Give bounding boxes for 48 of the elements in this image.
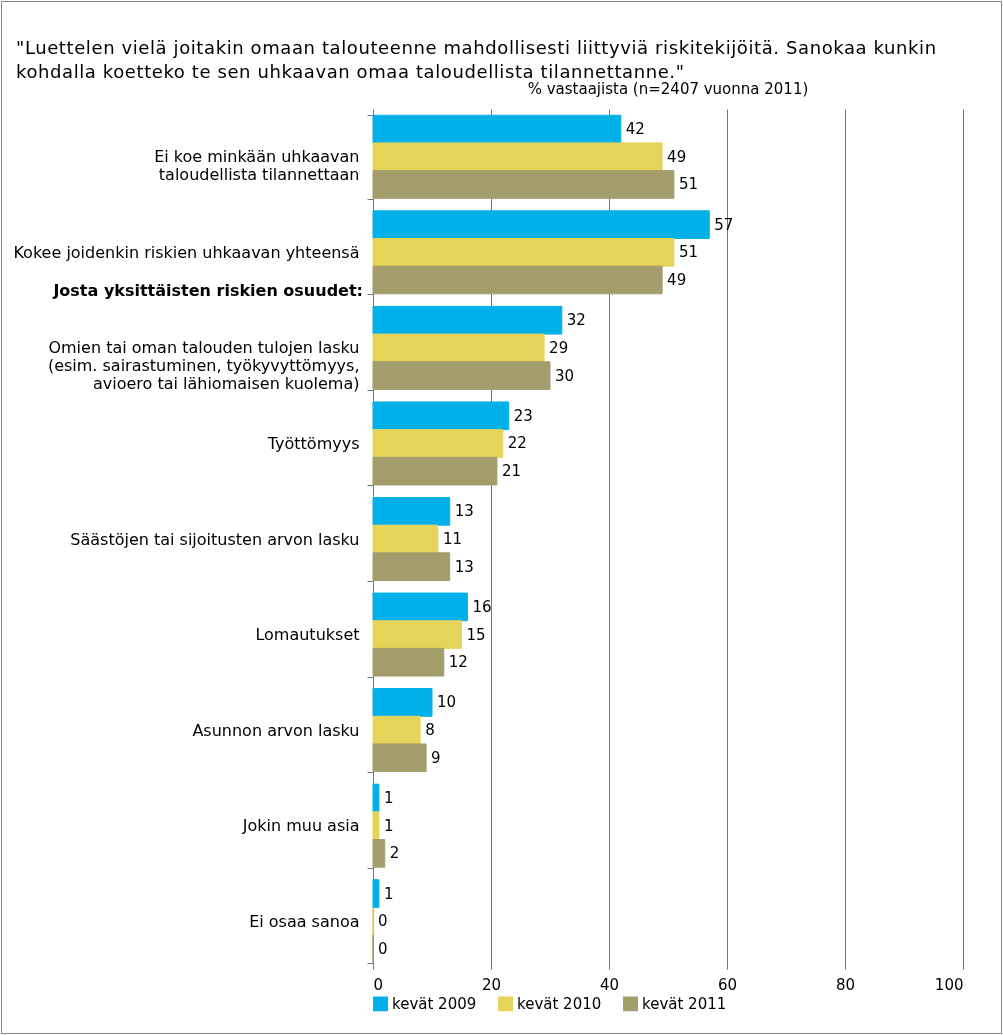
chart-title: "Luettelen vielä joitakin omaan talouteenne mahdollisesti liittyviä riskitekijöitä. Sanokaa kunkin kohdalla koetteko te sen uhkaavan omaa taloudellista tilannettanne.": [16, 36, 938, 82]
chart-subtitle: % vastaajista (n=2407 vuonna 2011): [527, 80, 809, 98]
data-label: 49: [667, 270, 687, 289]
data-label: 23: [513, 406, 533, 425]
data-label: 42: [625, 120, 645, 139]
data-label: 1: [383, 884, 394, 903]
legend-label: kevät 2011: [642, 994, 727, 1013]
text: Josta yksittäisten riskien osuudet:: [52, 280, 363, 300]
x-tick-label: 80: [835, 975, 856, 994]
data-label: 11: [442, 530, 462, 548]
y-tick-label: Ei koe minkään uhkaavan taloudellista tilannettaan: [154, 147, 360, 185]
x-tick-label: 60: [717, 975, 738, 994]
data-label: 8: [425, 721, 435, 740]
data-label: 51: [678, 243, 698, 262]
data-label: 32: [566, 311, 586, 330]
data-label: 22: [507, 434, 527, 453]
data-label: 12: [448, 653, 468, 672]
x-tick-label: 0: [373, 975, 384, 994]
data-label: 0: [378, 912, 388, 931]
data-label: 13: [454, 502, 474, 521]
data-label: 29: [549, 338, 569, 357]
x-tick-label: 40: [599, 975, 620, 994]
legend-label: kevät 2009: [392, 994, 477, 1013]
data-label: 9: [431, 748, 441, 767]
y-tick-label: Työttömyys: [266, 433, 360, 453]
y-tick-label: Säästöjen tai sijoitusten arvon lasku: [70, 529, 360, 549]
data-label: 15: [466, 625, 486, 644]
y-tick-label: Jokin muu asia: [241, 816, 360, 836]
y-tick-label: Kokee joidenkin riskien uhkaavan yhteensä: [13, 242, 360, 262]
x-tick-label: 100: [934, 975, 964, 994]
y-tick-label: Asunnon arvon lasku: [192, 720, 360, 740]
data-label: 0: [378, 939, 388, 958]
data-label: 49: [667, 147, 687, 166]
data-label: 10: [437, 693, 457, 712]
data-label: 1: [383, 816, 394, 835]
y-tick-label: Omien tai oman talouden tulojen lasku (esim. sairastuminen, työkyvyttömyys, avioero tai lähiomaisen kuolema): [47, 338, 360, 394]
x-tick-label: 20: [481, 975, 502, 994]
data-label: 57: [714, 215, 734, 234]
data-label: 30: [555, 366, 575, 385]
data-label: 1: [383, 789, 394, 808]
data-label: 21: [501, 462, 521, 481]
data-label: 2: [389, 844, 400, 863]
data-label: 51: [678, 175, 698, 194]
legend-label: kevät 2010: [517, 994, 602, 1013]
y-tick-label: Lomautukset: [255, 625, 360, 645]
data-label: 16: [472, 597, 492, 616]
data-label: 13: [454, 557, 474, 576]
y-tick-label: Ei osaa sanoa: [249, 911, 360, 931]
